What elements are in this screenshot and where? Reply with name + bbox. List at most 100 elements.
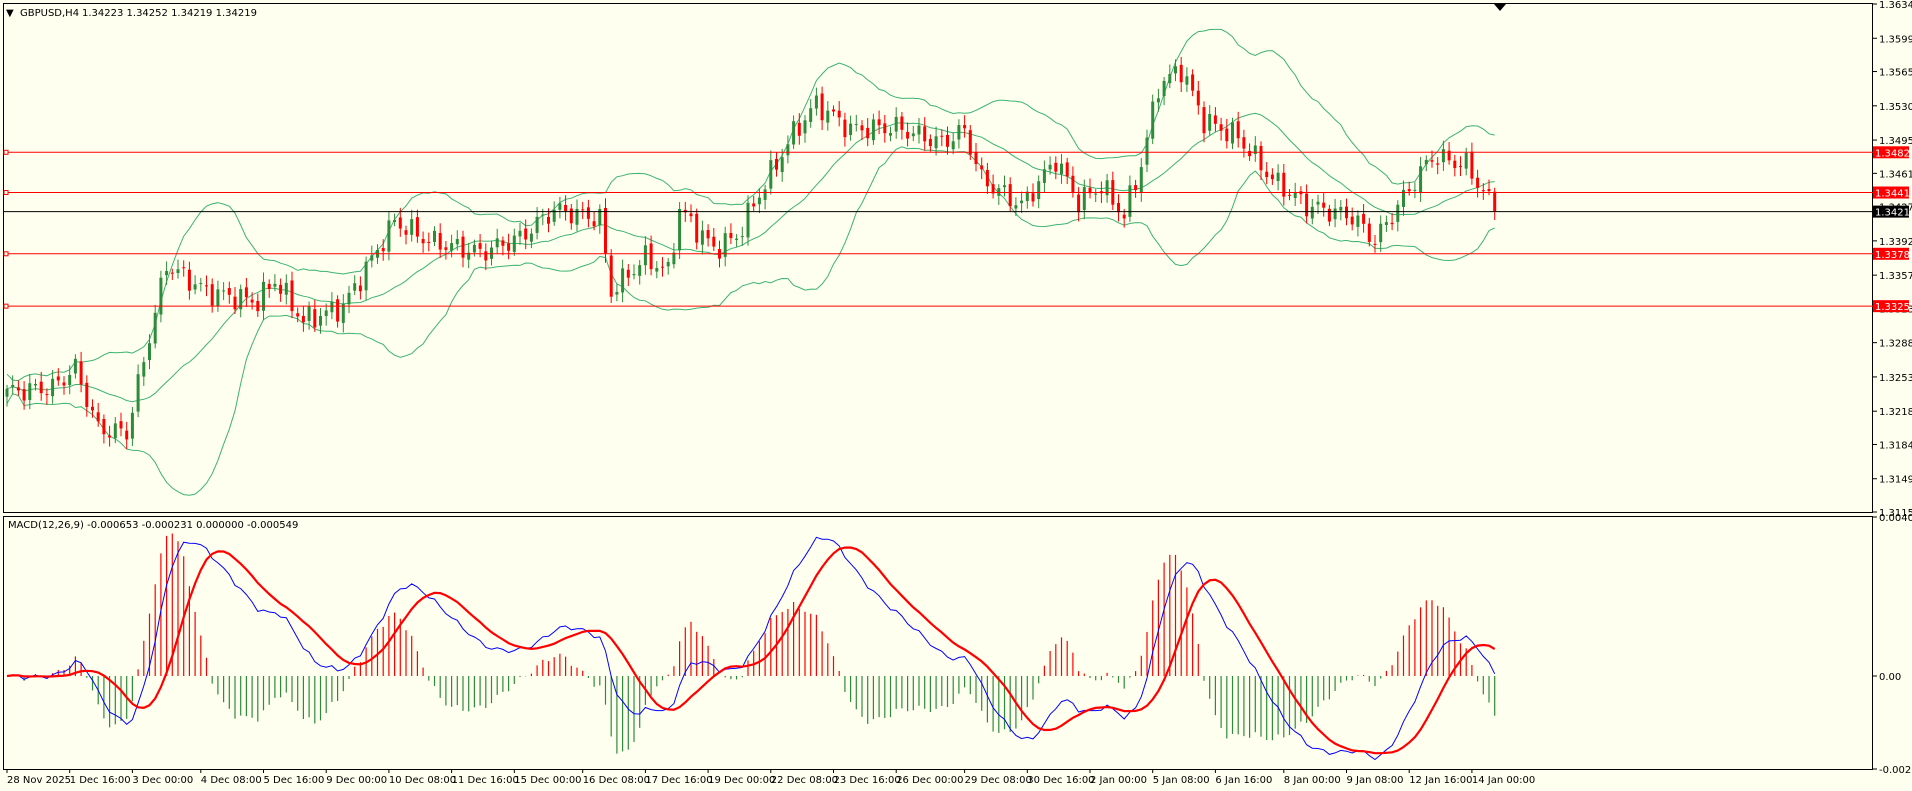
candle: [1362, 204, 1366, 233]
level-tag: [1873, 247, 1909, 260]
level-tag-label: 1.34414: [1875, 189, 1912, 200]
candle: [951, 132, 955, 155]
time-tick-label: 22 Dec 08:00: [771, 775, 838, 786]
macd-line: [6, 536, 1496, 761]
candle: [56, 368, 60, 386]
time-tick-label: 3 Dec 00:00: [132, 775, 193, 786]
candle: [404, 225, 408, 245]
candle: [934, 126, 938, 156]
candle: [1082, 179, 1086, 220]
candle: [250, 292, 254, 310]
level-tag-label: 1.33253: [1875, 302, 1912, 313]
candle: [928, 134, 932, 152]
candle: [1333, 198, 1337, 228]
lower-band: [6, 146, 1495, 496]
level-handle[interactable]: [3, 149, 9, 155]
chart-shift-marker-icon[interactable]: [1494, 4, 1506, 11]
candle: [1316, 194, 1320, 215]
candle: [1356, 210, 1360, 237]
candle: [1139, 157, 1143, 202]
candle: [1436, 157, 1440, 175]
candle: [387, 212, 391, 261]
macd-pane[interactable]: 0.004017 0.00 -0.00235 MACD(12,26,9) -0.00…: [3, 513, 1912, 776]
candle: [1276, 164, 1280, 191]
candle: [672, 243, 676, 269]
candle: [1339, 200, 1343, 221]
candle: [592, 211, 596, 231]
candle: [575, 199, 579, 232]
candle: [222, 282, 226, 301]
price-tick-label: 1.35990: [1879, 34, 1912, 45]
candle: [564, 195, 568, 221]
candle: [216, 280, 220, 312]
candle: [906, 122, 910, 147]
candle: [501, 236, 505, 256]
candle: [586, 199, 590, 228]
candle: [507, 233, 511, 260]
price-tick-label: 1.33570: [1879, 271, 1912, 282]
level-tag-label: 1.33788: [1875, 250, 1912, 261]
candle: [119, 412, 123, 437]
candle: [370, 245, 374, 268]
candle: [871, 113, 875, 145]
price-tick-label: 1.35300: [1879, 102, 1912, 113]
candle: [1390, 213, 1394, 231]
candle: [1174, 59, 1177, 82]
candle: [313, 300, 317, 332]
level-handle[interactable]: [3, 190, 9, 196]
candle: [1270, 168, 1274, 185]
candle: [91, 399, 94, 418]
candle: [330, 292, 334, 320]
time-tick-label: 30 Dec 16:00: [1027, 775, 1094, 786]
price-tick-label: 1.32880: [1879, 339, 1912, 350]
candle: [125, 421, 129, 450]
candle: [1379, 215, 1383, 252]
candle: [1008, 177, 1012, 212]
level-handle[interactable]: [3, 251, 9, 257]
candle: [148, 334, 151, 370]
candle: [609, 249, 613, 304]
candle: [1168, 64, 1172, 89]
candle: [803, 115, 807, 143]
time-tick-label: 8 Jan 00:00: [1284, 775, 1341, 786]
candle: [940, 129, 944, 147]
candle: [889, 126, 892, 142]
time-tick-label: 26 Dec 00:00: [896, 775, 963, 786]
candle: [974, 143, 978, 172]
candle: [227, 281, 231, 304]
candle: [1231, 117, 1234, 150]
current-price-tag: [1873, 205, 1909, 218]
macd-histogram: [23, 533, 1496, 754]
horizontal-levels[interactable]: [3, 149, 1873, 309]
level-handle[interactable]: [3, 303, 9, 309]
candle: [780, 148, 784, 182]
candle: [980, 157, 984, 180]
candle: [1156, 88, 1160, 112]
candle: [792, 115, 796, 150]
candle: [552, 201, 556, 226]
macd-tick-label: 0.00: [1879, 672, 1901, 683]
time-tick-label: 2 Jan 00:00: [1090, 775, 1147, 786]
time-tick-label: 15 Dec 00:00: [514, 775, 581, 786]
candle: [763, 184, 767, 210]
price-pane[interactable]: 1.36340 1.35990 1.35650 1.35300 1.34950 1.346…: [3, 0, 1912, 519]
candle: [643, 236, 647, 275]
candle: [319, 308, 322, 334]
price-tick-label: 1.32180: [1879, 407, 1912, 418]
candle: [1088, 178, 1092, 199]
candle: [1037, 175, 1041, 209]
candle: [267, 279, 271, 298]
candle: [689, 204, 693, 223]
candle: [336, 295, 340, 328]
candle: [11, 375, 15, 395]
price-tick-label: 1.32530: [1879, 373, 1912, 384]
candle: [1493, 187, 1497, 220]
candle: [661, 257, 664, 277]
candle: [900, 111, 904, 140]
candle: [444, 240, 448, 260]
candle: [347, 285, 351, 314]
candle: [923, 117, 927, 151]
symbol-dropdown-icon[interactable]: ▼: [6, 8, 14, 19]
